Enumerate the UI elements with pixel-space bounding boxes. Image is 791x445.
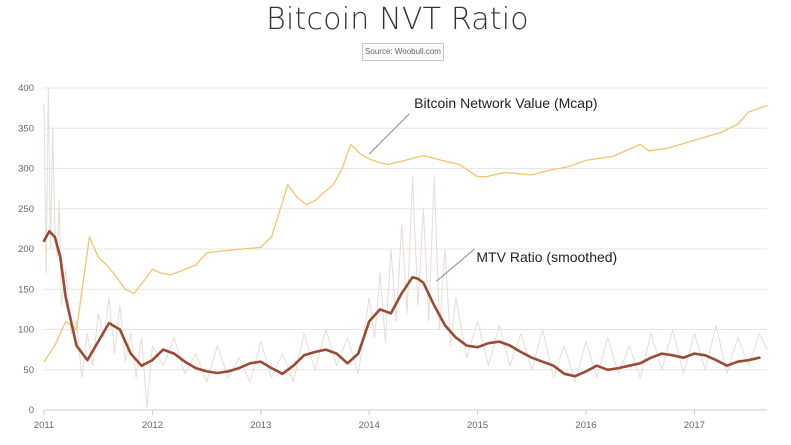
y-tick-label: 350 [18,123,34,134]
series-mtv-ratio-smoothed [42,230,761,378]
grid-lines [44,87,767,371]
x-tick-label: 2016 [575,420,596,431]
annotation-leader [368,113,410,155]
annotation-label: MTV Ratio (smoothed) [476,249,617,265]
y-tick-label: 300 [18,164,34,175]
x-tick-label: 2012 [142,420,163,431]
x-axis-ticks: 2011 2012 2013 2014 2015 2016 2017 [34,410,705,431]
y-tick-label: 150 [18,284,34,295]
y-tick-label: 100 [18,325,34,336]
x-tick-label: 2013 [250,420,271,431]
x-tick-label: 2011 [34,420,54,431]
y-tick-label: 250 [18,204,34,215]
x-tick-label: 2014 [359,420,380,431]
x-tick-label: 2015 [467,420,488,431]
annotation-label: Bitcoin Network Value (Mcap) [414,95,597,111]
y-tick-label: 200 [18,244,34,255]
x-tick-label: 2017 [684,420,705,431]
series-bitcoin-network-value-mcap [43,105,768,363]
y-tick-label: 50 [23,365,34,376]
y-tick-label: 400 [18,83,34,94]
annotations: Bitcoin Network Value (Mcap) MTV Ratio (s… [368,95,617,282]
annotation-leader [436,248,475,282]
y-tick-label: 0 [29,405,34,416]
chart-title: Bitcoin NVT Ratio [266,2,529,37]
chart-source-label: Source: Woobull.com [362,43,444,61]
series-layer [42,87,768,409]
series-daily-ratio-raw [43,87,768,409]
y-axis-ticks: 0 50 100 150 200 250 300 350 400 [18,83,34,416]
